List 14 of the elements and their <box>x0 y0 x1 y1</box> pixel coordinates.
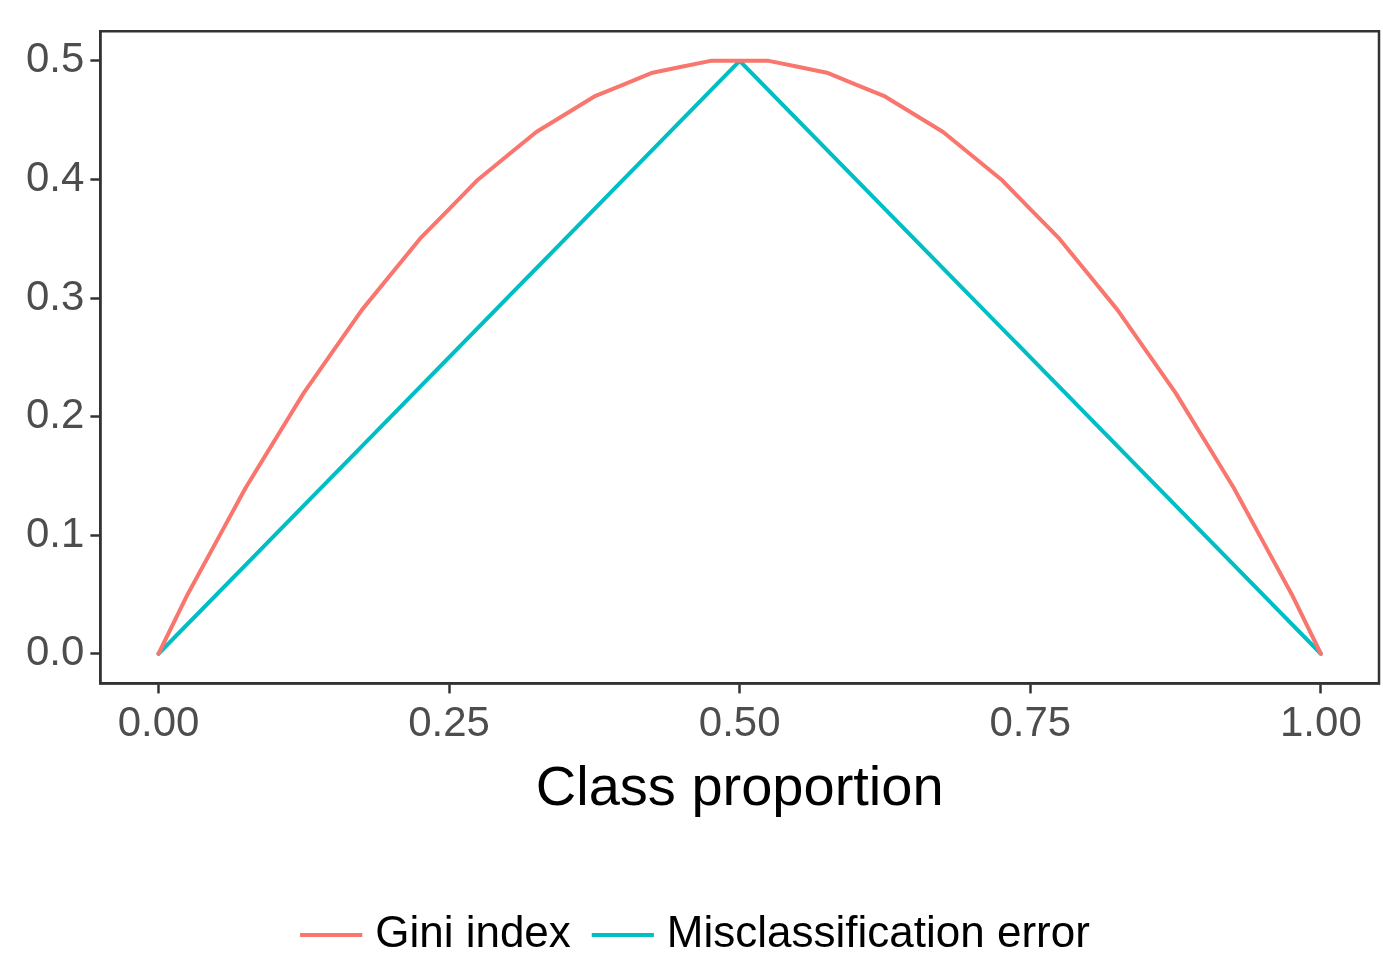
y-tick-label: 0.5 <box>26 34 85 82</box>
x-tick-label: 0.75 <box>989 698 1072 746</box>
x-tick-label: 0.50 <box>698 698 781 746</box>
y-tick-label: 0.4 <box>26 153 85 201</box>
x-tick-label: 0.25 <box>408 698 490 746</box>
y-tick-label: 0.3 <box>26 271 85 319</box>
x-axis-title: Class proportion <box>535 753 944 817</box>
x-tick-label: 1.00 <box>1280 698 1362 746</box>
y-tick-label: 0.2 <box>26 390 85 438</box>
y-tick-label: 0.1 <box>26 508 85 556</box>
legend-label: Gini index <box>375 907 571 957</box>
legend-label: Misclassification error <box>666 907 1090 957</box>
x-tick-label: 0.00 <box>117 698 200 746</box>
y-tick-label: 0.0 <box>26 627 85 675</box>
